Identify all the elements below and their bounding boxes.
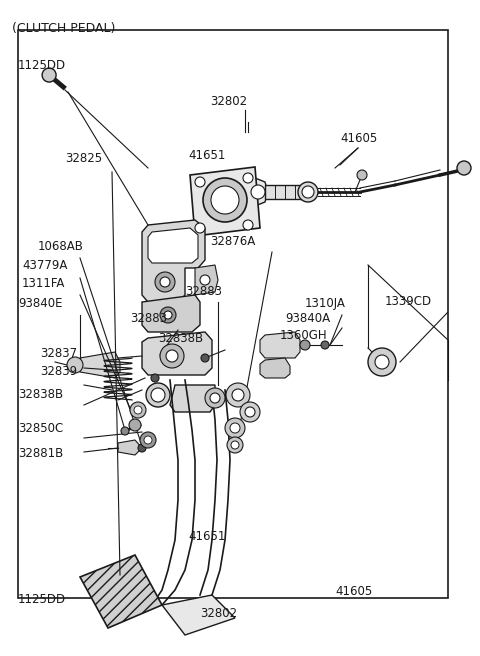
Text: 32876A: 32876A xyxy=(210,235,255,248)
Polygon shape xyxy=(148,228,198,263)
Circle shape xyxy=(166,350,178,362)
Circle shape xyxy=(375,355,389,369)
Circle shape xyxy=(321,341,329,349)
Text: 41605: 41605 xyxy=(340,132,377,145)
Circle shape xyxy=(151,388,165,402)
Text: 32838B: 32838B xyxy=(158,332,203,345)
Text: 1068AB: 1068AB xyxy=(38,240,84,253)
Text: 32802: 32802 xyxy=(210,95,247,108)
Circle shape xyxy=(243,220,253,230)
Polygon shape xyxy=(142,220,205,302)
Text: 1310JA: 1310JA xyxy=(305,297,346,310)
Circle shape xyxy=(302,186,314,198)
Circle shape xyxy=(140,432,156,448)
Circle shape xyxy=(357,170,367,180)
Circle shape xyxy=(121,427,129,435)
Text: 32881B: 32881B xyxy=(18,447,63,460)
Polygon shape xyxy=(80,555,162,628)
Polygon shape xyxy=(142,332,212,375)
Circle shape xyxy=(195,223,205,233)
Circle shape xyxy=(457,161,471,175)
Circle shape xyxy=(160,307,176,323)
Text: 32883: 32883 xyxy=(185,285,222,298)
Text: 1311FA: 1311FA xyxy=(22,277,65,290)
Circle shape xyxy=(144,436,152,444)
Text: 32825: 32825 xyxy=(65,152,102,165)
Circle shape xyxy=(300,340,310,350)
Text: 1339CD: 1339CD xyxy=(385,295,432,308)
Bar xyxy=(18,30,448,598)
Polygon shape xyxy=(260,332,300,358)
Circle shape xyxy=(210,393,220,403)
Circle shape xyxy=(146,383,170,407)
Text: (CLUTCH PEDAL): (CLUTCH PEDAL) xyxy=(12,22,115,35)
Text: 32839: 32839 xyxy=(40,365,77,378)
Circle shape xyxy=(298,182,318,202)
Circle shape xyxy=(232,389,244,401)
Text: 32837: 32837 xyxy=(40,347,77,360)
Circle shape xyxy=(230,423,240,433)
Text: 41605: 41605 xyxy=(335,585,372,598)
Circle shape xyxy=(129,419,141,431)
Text: 1125DD: 1125DD xyxy=(18,593,66,606)
Circle shape xyxy=(138,444,146,452)
Text: 1360GH: 1360GH xyxy=(280,329,328,342)
Circle shape xyxy=(211,186,239,214)
Circle shape xyxy=(226,383,250,407)
Text: 1125DD: 1125DD xyxy=(18,59,66,72)
Circle shape xyxy=(243,173,253,183)
Text: 32802: 32802 xyxy=(200,607,237,620)
Circle shape xyxy=(227,437,243,453)
Text: 32850C: 32850C xyxy=(18,422,63,435)
Circle shape xyxy=(201,354,209,362)
Polygon shape xyxy=(162,595,235,635)
Circle shape xyxy=(155,272,175,292)
Polygon shape xyxy=(195,265,218,295)
Circle shape xyxy=(368,348,396,376)
Circle shape xyxy=(195,177,205,187)
Circle shape xyxy=(251,185,265,199)
Circle shape xyxy=(160,277,170,287)
Circle shape xyxy=(245,407,255,417)
Polygon shape xyxy=(170,385,215,412)
Circle shape xyxy=(205,388,225,408)
Polygon shape xyxy=(265,185,305,199)
Text: 41651: 41651 xyxy=(188,530,226,543)
Circle shape xyxy=(225,418,245,438)
Text: 41651: 41651 xyxy=(188,149,226,162)
Polygon shape xyxy=(190,167,260,236)
Polygon shape xyxy=(142,295,200,332)
Polygon shape xyxy=(80,352,120,378)
Circle shape xyxy=(151,374,159,382)
Circle shape xyxy=(130,402,146,418)
Text: 93840E: 93840E xyxy=(18,297,62,310)
Circle shape xyxy=(42,68,56,82)
Polygon shape xyxy=(248,178,268,206)
Circle shape xyxy=(240,402,260,422)
Text: 32883: 32883 xyxy=(130,312,167,325)
Circle shape xyxy=(67,357,83,373)
Circle shape xyxy=(200,275,210,285)
Circle shape xyxy=(160,344,184,368)
Polygon shape xyxy=(118,440,142,455)
Circle shape xyxy=(134,406,142,414)
Polygon shape xyxy=(260,358,290,378)
Text: 93840A: 93840A xyxy=(285,312,330,325)
Circle shape xyxy=(203,178,247,222)
Circle shape xyxy=(231,441,239,449)
Text: 32838B: 32838B xyxy=(18,388,63,401)
Circle shape xyxy=(164,311,172,319)
Text: 43779A: 43779A xyxy=(22,259,67,272)
